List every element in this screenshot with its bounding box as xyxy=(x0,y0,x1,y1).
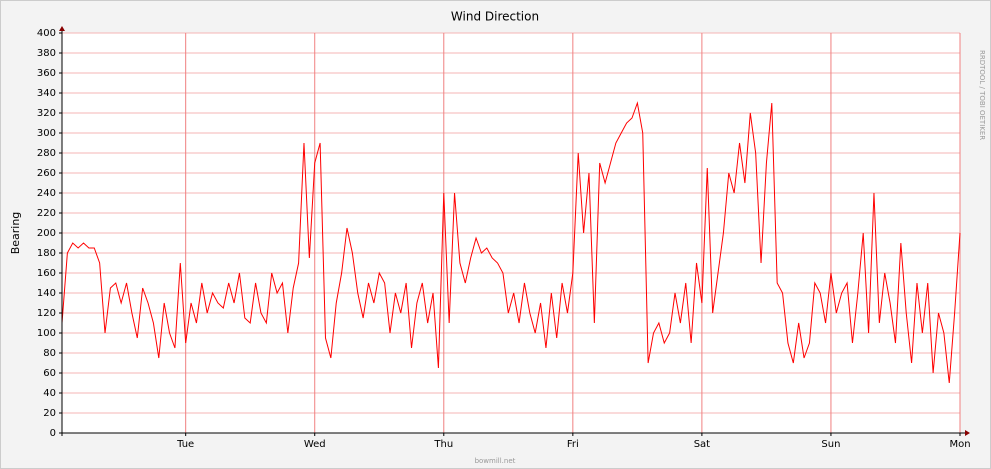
y-tick-label: 320 xyxy=(37,108,56,119)
y-tick-label: 60 xyxy=(43,368,56,379)
x-tick-label: Sat xyxy=(694,439,710,450)
y-tick-label: 300 xyxy=(37,128,56,139)
y-tick-label: 260 xyxy=(37,168,56,179)
x-tick-label: Wed xyxy=(304,439,326,450)
y-tick-label: 80 xyxy=(43,348,56,359)
data-line xyxy=(61,101,961,384)
x-tick-label: Mon xyxy=(949,439,970,450)
chart-title: Wind Direction xyxy=(451,10,539,24)
y-tick-label: 160 xyxy=(37,268,56,279)
y-tick-label: 200 xyxy=(37,228,56,239)
y-tick-label: 280 xyxy=(37,148,56,159)
y-tick-label: 180 xyxy=(37,248,56,259)
y-tick-label: 240 xyxy=(37,188,56,199)
grid: 0 20 40 60 80 100 120 140 160 180 200 220 240 260 280 3… xyxy=(37,28,971,450)
y-tick-label: 400 xyxy=(37,28,56,39)
footer: bowmill.net xyxy=(475,457,516,465)
y-tick-label: 340 xyxy=(37,88,56,99)
y-tick-label: 380 xyxy=(37,48,56,59)
y-tick-label: 220 xyxy=(37,208,56,219)
y-tick-label: 360 xyxy=(37,68,56,79)
y-arrow xyxy=(59,26,65,31)
y-axis-label: Bearing xyxy=(9,212,22,255)
x-arrow xyxy=(965,430,970,436)
x-tick-label: Sun xyxy=(821,439,840,450)
side-note: RRDTOOL / TOBI OETIKER xyxy=(978,50,986,140)
x-tick-label: Thu xyxy=(433,439,453,450)
marks xyxy=(61,101,961,384)
y-tick-label: 0 xyxy=(50,428,56,439)
y-tick-label: 100 xyxy=(37,328,56,339)
y-tick-label: 120 xyxy=(37,308,56,319)
x-tick-label: Tue xyxy=(176,439,194,450)
y-tick-label: 40 xyxy=(43,388,56,399)
y-tick-label: 20 xyxy=(43,408,56,419)
y-tick-label: 140 xyxy=(37,288,56,299)
x-tick-label: Fri xyxy=(567,439,579,450)
